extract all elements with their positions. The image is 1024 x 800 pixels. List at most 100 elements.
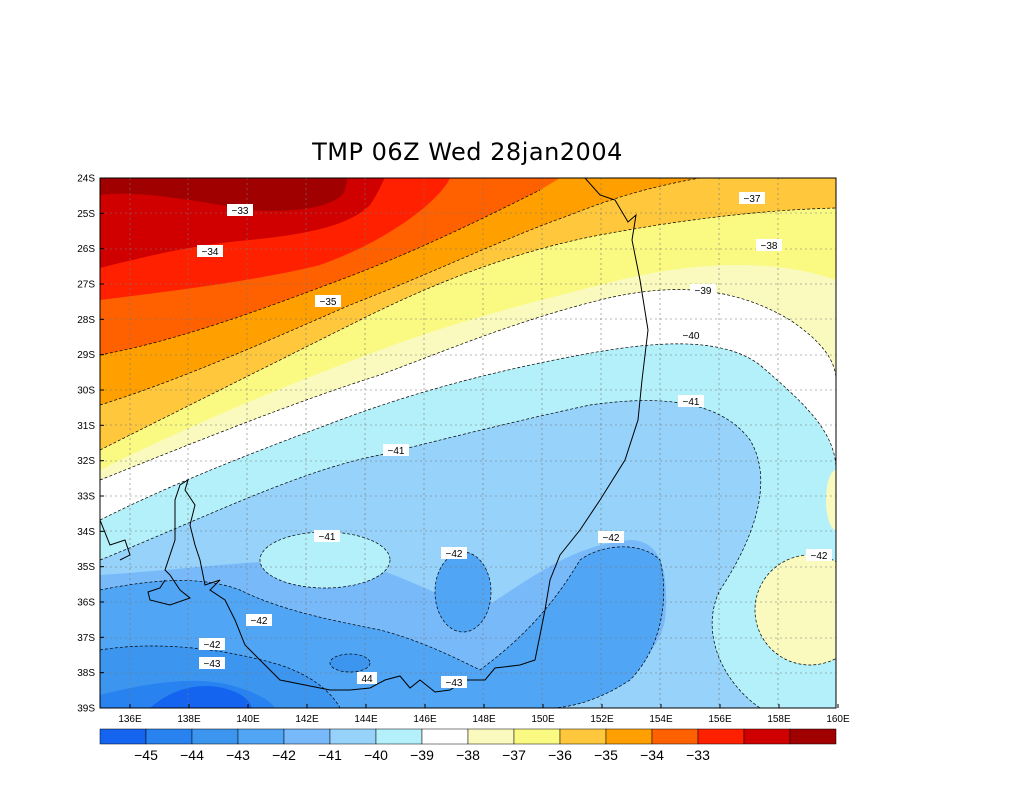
contour-label: −42	[446, 549, 463, 560]
colorbar-label: −38	[456, 747, 480, 763]
contour-label: −42	[603, 533, 620, 544]
contour-label-bg	[441, 676, 467, 688]
lon-tick-label: 150E	[531, 714, 555, 725]
lat-tick-label: 25S	[77, 209, 95, 220]
contour-label-bg	[678, 329, 704, 341]
colorbar-label: −35	[594, 747, 618, 763]
lat-tick-label: 28S	[77, 315, 95, 326]
contour-label-bg	[383, 444, 409, 456]
lat-tick-label: 32S	[77, 456, 95, 467]
colorbar-swatch	[329, 728, 377, 745]
lon-tick-label: 152E	[590, 714, 614, 725]
contour-labels: −33 −34 −35 −37 −38 −39 −40 −41 −41 −41 −42 −42 −42 −…	[197, 192, 832, 689]
lat-tick-label: 38S	[77, 668, 95, 679]
colorbar-label: −34	[640, 747, 664, 763]
lat-tick-label: 34S	[77, 527, 95, 538]
lat-tick-label: 27S	[77, 280, 95, 291]
contour-label: 44	[361, 674, 373, 685]
contour-label-bg	[315, 295, 341, 307]
map-title: TMP 06Z Wed 28jan2004	[312, 138, 623, 166]
contour-label: −40	[683, 331, 700, 342]
contour-label: −37	[744, 194, 761, 205]
colorbar-label: −33	[686, 747, 710, 763]
lat-tick-label: 36S	[77, 598, 95, 609]
colorbar-labels: −45 −44 −43 −42 −41 −40 −39 −38 −37 −36 −35 −34 −33	[134, 747, 710, 763]
contour-label: −41	[388, 446, 405, 457]
colorbar-swatch	[237, 728, 285, 745]
lat-tick-label: 26S	[77, 244, 95, 255]
lon-tick-label: 144E	[354, 714, 378, 725]
contour-label: −33	[232, 206, 249, 217]
contour-label: −43	[446, 678, 463, 689]
colorbar-label: −44	[180, 747, 204, 763]
lat-tick-label: 39S	[77, 704, 95, 715]
lon-tick-labels: 136E 138E 140E 142E 144E 146E 148E 150E 152E 154E…	[118, 704, 850, 725]
map-frame	[99, 177, 837, 709]
lon-tick-label: 140E	[236, 714, 260, 725]
lat-tick-label: 31S	[77, 421, 95, 432]
colorbar-swatch	[421, 728, 469, 745]
contour-label: −42	[811, 551, 828, 562]
contour-label-bg	[598, 531, 624, 543]
colorbar-swatch	[283, 728, 331, 745]
lon-tick-label: 158E	[767, 714, 791, 725]
contour-label: −41	[683, 397, 700, 408]
colorbar-label: −42	[272, 747, 296, 763]
lon-tick-label: 138E	[177, 714, 201, 725]
colorbar-swatch	[513, 728, 561, 745]
contour-label-bg	[441, 547, 467, 559]
colorbar-label: −36	[548, 747, 572, 763]
contour-label-bg	[678, 395, 704, 407]
contour-label-bg	[314, 530, 340, 542]
lon-tick-label: 136E	[118, 714, 142, 725]
colorbar-swatch	[191, 728, 239, 745]
contour-label-bg	[806, 549, 832, 561]
lon-tick-label: 146E	[413, 714, 437, 725]
colorbar-label: −41	[318, 747, 342, 763]
lat-tick-label: 33S	[77, 492, 95, 503]
lon-tick-label: 156E	[708, 714, 732, 725]
contour-label: −42	[204, 640, 221, 651]
lon-tick-label: 148E	[472, 714, 496, 725]
contour-label: −41	[319, 532, 336, 543]
colorbar-label: −45	[134, 747, 158, 763]
contour-label-bg	[227, 204, 253, 216]
lat-tick-label: 29S	[77, 350, 95, 361]
colorbar-swatch	[99, 728, 147, 745]
contour-label: −43	[204, 659, 221, 670]
colorbar-label: −40	[364, 747, 388, 763]
colorbar-swatch	[375, 728, 423, 745]
contour-label-bg	[199, 657, 225, 669]
colorbar-swatch	[605, 728, 653, 745]
contour-label-bg	[756, 239, 782, 251]
colorbar	[99, 728, 837, 745]
contour-label: −42	[251, 616, 268, 627]
colorbar-label: −43	[226, 747, 250, 763]
colorbar-swatch	[789, 728, 837, 745]
lon-tick-label: 142E	[295, 714, 319, 725]
contour-label-bg	[197, 245, 223, 257]
colorbar-label: −39	[410, 747, 434, 763]
lon-tick-label: 154E	[649, 714, 673, 725]
lat-tick-labels: 24S 25S 26S 27S 28S 29S 30S 31S 32S 33S 34S 35S 36S 3…	[77, 174, 104, 715]
contour-fill	[100, 178, 836, 708]
lat-tick-label: 37S	[77, 633, 95, 644]
contour-label-bg	[246, 614, 272, 626]
lat-tick-label: 24S	[77, 174, 95, 185]
lat-tick-label: 35S	[77, 562, 95, 573]
colorbar-swatch	[697, 728, 745, 745]
contour-label-bg	[199, 638, 225, 650]
lat-tick-label: 30S	[77, 386, 95, 397]
contour-label-bg	[357, 672, 377, 684]
contour-label: −38	[761, 241, 778, 252]
colorbar-swatch	[651, 728, 699, 745]
contour-label: −39	[695, 286, 712, 297]
lon-tick-label: 160E	[826, 714, 850, 725]
colorbar-swatch	[743, 728, 791, 745]
contour-label: −35	[320, 297, 337, 308]
contour-label-bg	[739, 192, 765, 204]
colorbar-label: −37	[502, 747, 526, 763]
colorbar-swatch	[467, 728, 515, 745]
colorbar-swatch	[559, 728, 607, 745]
